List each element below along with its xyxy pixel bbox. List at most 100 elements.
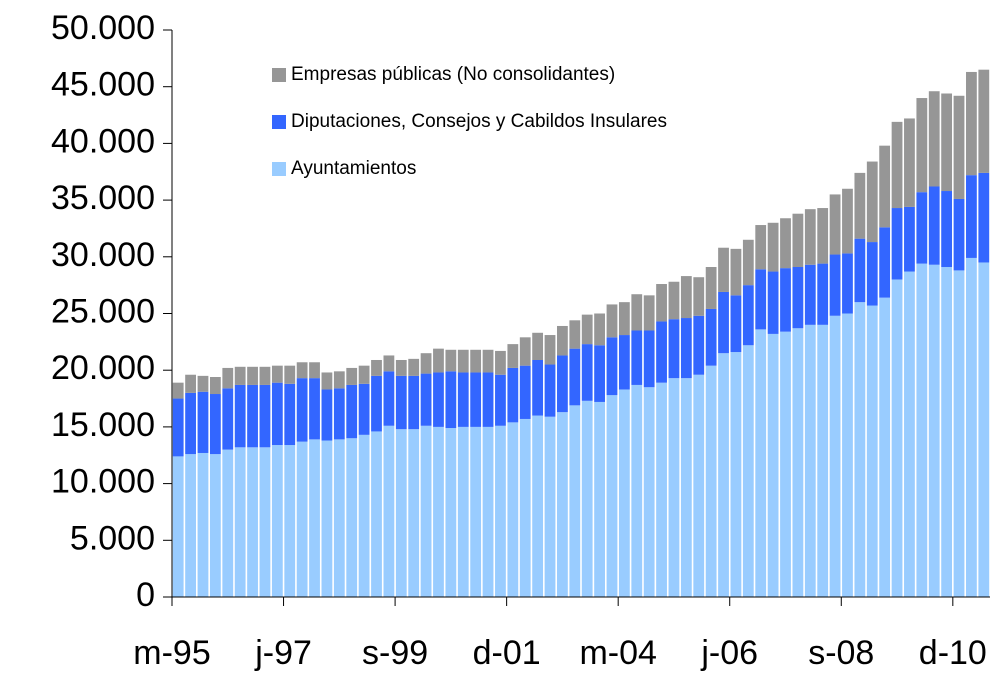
bar-segment [718,291,729,354]
bar-segment [296,441,308,597]
legend-label: Ayuntamientos [291,158,416,179]
bar-segment [879,227,891,298]
bar-segment [433,426,444,597]
bar-segment [470,426,482,597]
bar-segment [482,372,494,427]
bar-segment [309,439,320,597]
x-tick-label: m-95 [133,634,210,672]
legend-swatch [272,115,286,129]
bar-segment [172,398,184,457]
x-tick-label: s-99 [362,634,428,672]
bar-segment [718,353,729,597]
bar-segment [928,264,940,597]
bar-segment [457,372,469,427]
bar-segment [904,206,915,272]
bar-segment [395,429,407,597]
y-tick-label: 30.000 [51,236,155,274]
bar-segment [680,378,692,597]
bar-segment [705,267,717,309]
y-tick-label: 15.000 [51,406,155,444]
x-tick-label: d-01 [473,634,541,672]
bar-segment [271,382,283,446]
bar-segment [953,270,965,597]
bar-segment [941,93,953,192]
y-tick-label: 10.000 [51,463,155,501]
bar-segment [879,297,891,597]
bar-segment [185,392,196,455]
bar-segment [705,308,717,366]
bar-segment [581,344,593,401]
bar-segment [891,208,903,280]
bar-segment [643,295,655,331]
x-tick-label: m-04 [579,634,656,672]
bar-segment [383,355,395,372]
legend-swatch [272,68,286,82]
bar-segment [185,454,196,597]
bar-segment [507,367,519,423]
y-tick-label: 40.000 [51,122,155,160]
bar-segment [420,425,432,597]
bar-segment [916,98,928,193]
bar-segment [209,377,221,395]
bar-segment [978,262,990,597]
bar-segment [544,364,556,417]
bar-segment [854,302,866,597]
bar-segment [209,394,221,455]
bar-segment [656,382,667,597]
bar-segment [371,375,382,432]
bar-segment [383,371,395,426]
bar-segment [321,440,333,597]
bar-segment [668,281,680,320]
bar-segment [966,71,977,176]
bar-segment [693,277,705,316]
bar-segment [346,367,358,385]
bar-segment [222,449,234,597]
bar-segment [519,418,531,597]
bar-segment [804,324,816,597]
bar-segment [668,319,680,379]
bar-segment [606,337,618,396]
bar-segment [309,362,320,379]
bar-segment [507,422,519,597]
bar-segment [854,172,866,239]
bar-segment [829,254,841,316]
bar-segment [618,302,630,336]
bar-segment [643,387,655,597]
bar-segment [309,378,320,440]
bar-segment [544,335,556,365]
bar-segment [284,445,296,597]
bar-segment [693,315,705,375]
bar-segment [978,172,990,263]
bar-segment [755,225,767,270]
x-tick-label: d-10 [919,634,987,672]
bar-segment [557,325,568,356]
bar-segment [532,332,544,360]
bar-segment [333,388,345,440]
bar-segment [321,372,333,390]
bar-segment [767,333,779,597]
bar-segment [371,431,382,597]
bar-segment [842,253,853,314]
bar-segment [569,405,581,597]
bar-segment [904,271,915,597]
bar-segment [482,426,494,597]
bar-segment [197,391,209,453]
bar-segment [346,384,358,439]
bar-segment [457,426,469,597]
bar-segment [259,366,271,385]
y-tick-label: 5.000 [70,519,155,557]
bar-segment [891,279,903,597]
bar-segment [358,383,370,435]
bar-segment [470,372,482,427]
bar-segment [358,365,370,384]
bar-segment [656,321,667,383]
bar-segment [445,349,457,372]
bar-segment [234,384,246,448]
bar-segment [209,454,221,597]
bar-segment [916,263,928,597]
bar-segment [172,382,184,399]
y-tick-label: 45.000 [51,66,155,104]
y-tick-label: 20.000 [51,349,155,387]
bar-segment [408,358,420,376]
